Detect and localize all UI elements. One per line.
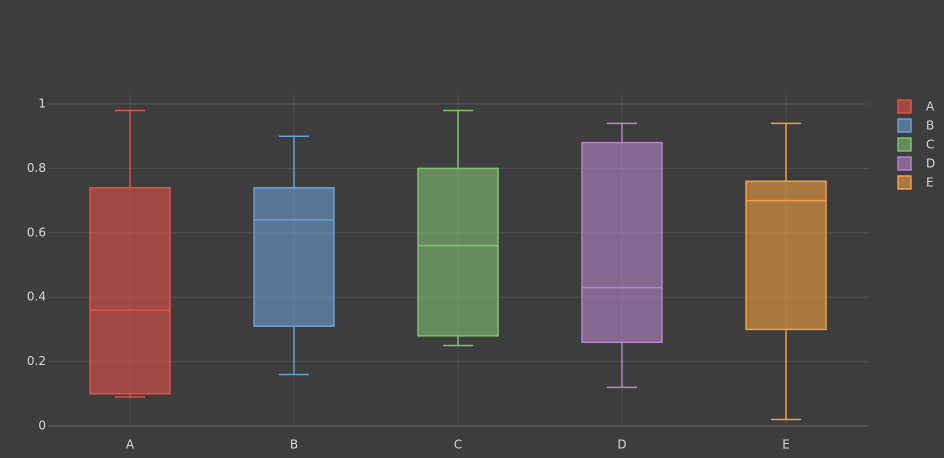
legend-swatch[interactable] (897, 137, 912, 152)
y-tick-label: 0 (38, 419, 46, 433)
legend-swatch[interactable] (897, 156, 912, 171)
y-tick-label: 0.4 (27, 290, 46, 304)
box[interactable] (745, 180, 827, 331)
legend-swatch[interactable] (897, 118, 912, 133)
x-tick-label: E (782, 438, 790, 452)
legend-label[interactable]: E (926, 176, 934, 190)
box[interactable] (253, 186, 335, 327)
y-tick-label: 0.2 (27, 354, 46, 368)
box[interactable] (417, 167, 499, 337)
legend-swatch[interactable] (897, 99, 912, 114)
x-tick-label: D (617, 438, 626, 452)
y-tick-label: 1 (38, 97, 46, 111)
legend-swatch[interactable] (897, 175, 912, 190)
y-tick-label: 0.8 (27, 161, 46, 175)
legend-label[interactable]: B (926, 119, 934, 133)
legend-label[interactable]: D (926, 157, 935, 171)
x-tick-label: B (290, 438, 298, 452)
legend-label[interactable]: A (926, 100, 935, 114)
box[interactable] (89, 186, 171, 395)
legend-label[interactable]: C (926, 138, 934, 152)
box[interactable] (581, 141, 663, 344)
x-tick-label: A (126, 438, 135, 452)
y-tick-label: 0.6 (27, 225, 46, 239)
x-tick-label: C (454, 438, 462, 452)
